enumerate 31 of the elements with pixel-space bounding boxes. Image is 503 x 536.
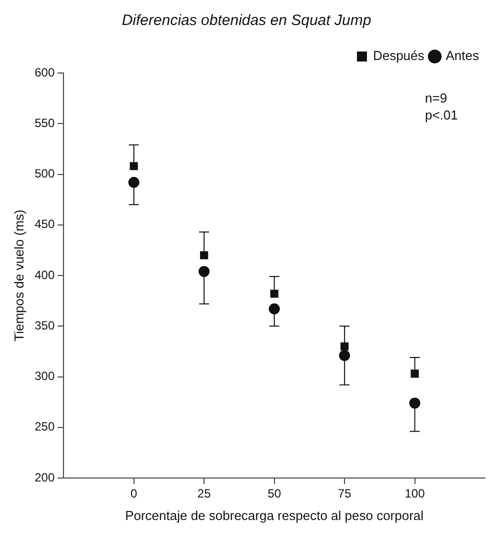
point [340, 342, 349, 350]
y-axis-title: Tiempos de vuelo (ms) [11, 210, 26, 342]
y-tick-label: 300 [34, 369, 55, 384]
point [339, 350, 350, 361]
x-tick-label: 25 [197, 486, 212, 501]
point [200, 251, 208, 260]
legend-label: Antes [446, 48, 480, 64]
legend-label: Después [372, 48, 425, 64]
point [130, 162, 138, 170]
y-tick-label: 600 [34, 65, 55, 80]
point [198, 266, 210, 277]
y-tick-label: 500 [34, 166, 55, 181]
point [409, 398, 420, 409]
point [128, 176, 140, 188]
x-tick-label: 0 [130, 486, 138, 501]
y-tick-label: 250 [34, 420, 55, 434]
annotation: p<.01 [425, 108, 458, 123]
y-tick-label: 550 [34, 116, 55, 130]
x-tick-label: 50 [268, 486, 282, 501]
x-tick-label: 75 [338, 486, 352, 501]
point [270, 290, 278, 298]
point [410, 370, 419, 378]
x-tick-label: 100 [404, 486, 426, 501]
y-tick-label: 450 [34, 217, 55, 232]
chart-title: Diferencias obtenidas en Squat Jump [122, 12, 372, 30]
annotation: n=9 [425, 90, 448, 106]
y-tick-label: 200 [34, 470, 55, 484]
point [268, 303, 280, 314]
y-tick-label: 350 [34, 318, 55, 332]
y-tick-label: 400 [34, 268, 55, 282]
x-axis-title: Porcentaje de sobrecarga respecto al peso corporal [125, 508, 424, 523]
